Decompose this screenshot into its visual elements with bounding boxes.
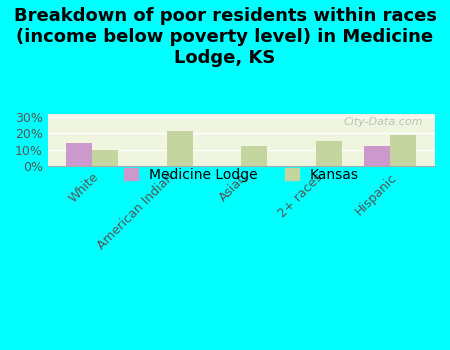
- Bar: [241, 146, 267, 166]
- Bar: [390, 135, 416, 166]
- Bar: [66, 143, 92, 166]
- Legend: Medicine Lodge, Kansas: Medicine Lodge, Kansas: [118, 162, 364, 187]
- Text: Breakdown of poor residents within races
(income below poverty level) in Medicin: Breakdown of poor residents within races…: [14, 7, 436, 66]
- Bar: [92, 149, 118, 166]
- Bar: [167, 131, 193, 166]
- Bar: [316, 141, 342, 166]
- Text: City-Data.com: City-Data.com: [344, 117, 423, 127]
- Bar: [364, 146, 390, 166]
